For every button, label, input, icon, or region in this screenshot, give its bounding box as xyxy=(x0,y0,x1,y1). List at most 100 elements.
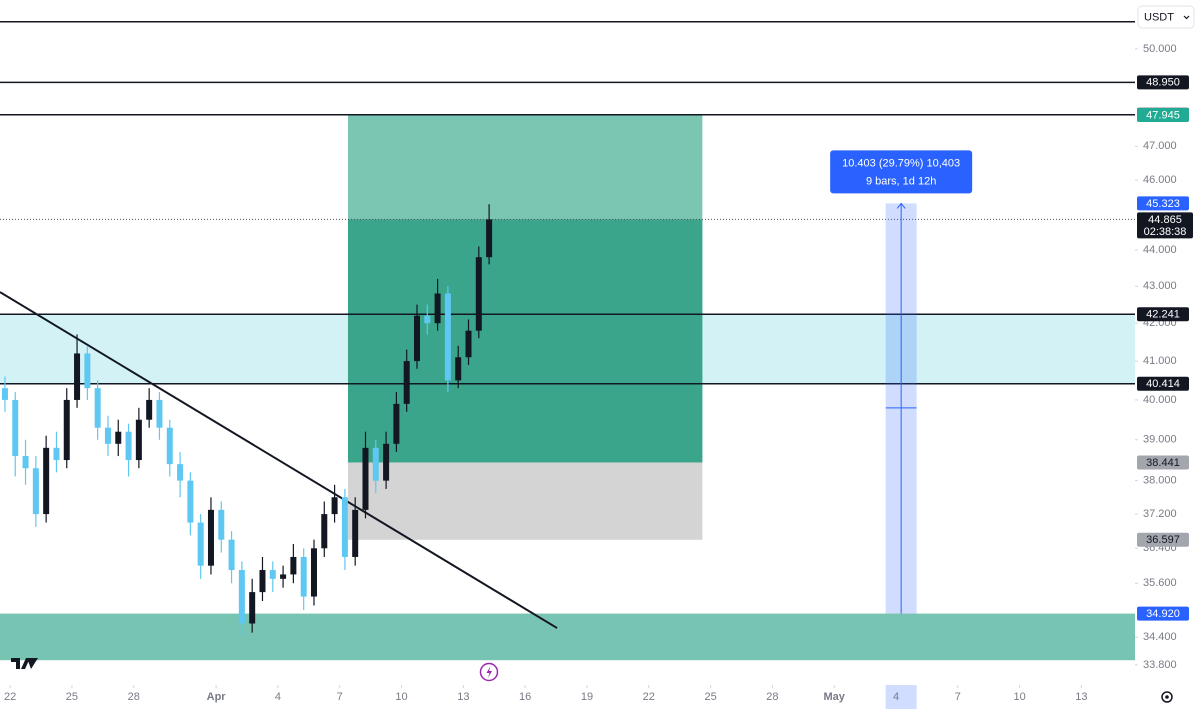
measure-top-tag xyxy=(1137,196,1189,211)
level-tag xyxy=(1137,376,1189,391)
candle-body xyxy=(166,427,173,465)
candle-body xyxy=(465,330,472,358)
settings-button[interactable] xyxy=(1161,691,1173,703)
plot-area: 10.403 (29.79%) 10,403 9 bars, 1d 12h xyxy=(0,21,1135,661)
y-tick-label: 35.600 xyxy=(1143,577,1177,589)
measure-top-tag-label: 45.323 xyxy=(1146,198,1180,210)
x-tick-label: 7 xyxy=(955,691,961,703)
candle-body xyxy=(321,514,328,549)
candle-body xyxy=(63,399,70,461)
arrow-head xyxy=(896,202,906,209)
y-tick-label: 38.000 xyxy=(1143,475,1177,487)
candle-body xyxy=(249,592,256,624)
measure-bubble xyxy=(830,150,973,194)
candle-body xyxy=(310,548,317,597)
x-tick-label: 10 xyxy=(1014,691,1026,703)
candle-body xyxy=(115,431,122,444)
candle-body xyxy=(32,468,39,515)
y-tick-label: 46.000 xyxy=(1143,174,1177,186)
entry-tag-label: 38.441 xyxy=(1146,457,1180,469)
lightning-button[interactable] xyxy=(479,662,499,682)
candle-body xyxy=(197,522,204,566)
y-tick-label: 47.000 xyxy=(1143,140,1177,152)
x-tick-label: 16 xyxy=(519,691,531,703)
level-tag-label: 48.950 xyxy=(1146,77,1180,89)
entry-tag xyxy=(1137,455,1189,470)
y-tick-label: 41.000 xyxy=(1143,355,1177,367)
candle-body xyxy=(424,315,431,324)
zone xyxy=(0,613,1135,661)
x-tick-label: 22 xyxy=(4,691,16,703)
candle-body xyxy=(444,293,451,381)
stop-tag-label: 36.597 xyxy=(1146,534,1180,546)
tv-logo xyxy=(11,658,38,669)
countdown-label: 02:38:38 xyxy=(1144,226,1187,238)
candle-body xyxy=(12,399,19,456)
measure-bottom-tag xyxy=(1137,606,1189,621)
candle-body xyxy=(393,403,400,444)
measure-bottom-tag-label: 34.920 xyxy=(1146,608,1180,620)
candle-body xyxy=(238,570,245,624)
candle-body xyxy=(187,480,194,523)
candle-body xyxy=(74,353,81,400)
x-tick-label: 28 xyxy=(128,691,140,703)
level-tag xyxy=(1137,307,1189,322)
candle-body xyxy=(331,497,338,515)
candle-body xyxy=(383,443,390,481)
position-stop xyxy=(347,462,703,540)
candle-body xyxy=(290,556,297,575)
candle-body xyxy=(475,257,482,331)
candle-body xyxy=(341,497,348,557)
gear[interactable] xyxy=(1161,691,1173,703)
candle-body xyxy=(84,353,91,389)
candle-body xyxy=(94,388,101,428)
candle-body xyxy=(259,570,266,593)
y-tick-label: 34.400 xyxy=(1143,631,1177,643)
y-tick-label: 39.000 xyxy=(1143,434,1177,446)
candle-body xyxy=(146,399,153,420)
current-tag xyxy=(1137,212,1193,239)
stop-tag xyxy=(1137,532,1189,547)
candle-body xyxy=(228,539,235,571)
gear-center xyxy=(1165,695,1169,699)
trendline xyxy=(0,291,558,629)
target-tag xyxy=(1137,107,1189,122)
x-tick-label: 4 xyxy=(893,691,899,703)
lightning-icon xyxy=(486,666,492,678)
y-tick-label: 33.800 xyxy=(1143,659,1177,671)
measure-text: 9 bars, 1d 12h xyxy=(866,175,936,187)
level-tag xyxy=(1137,75,1189,90)
y-tick-label: 37.200 xyxy=(1143,508,1177,520)
y-tick-label: 44.000 xyxy=(1143,244,1177,256)
candle-body xyxy=(434,293,441,324)
x-tick-label: 25 xyxy=(66,691,78,703)
current-tag-label: 44.865 xyxy=(1148,214,1182,226)
x-tick-label: Apr xyxy=(207,691,227,703)
candle-body xyxy=(362,447,369,510)
axes: 50.00047.00046.00044.00043.00042.00041.0… xyxy=(4,43,1193,709)
candle-body xyxy=(156,399,163,428)
currency-button[interactable] xyxy=(1137,5,1195,29)
x-tick-label: 10 xyxy=(395,691,407,703)
x-tick-label: 22 xyxy=(643,691,655,703)
target-tag-label: 47.945 xyxy=(1146,109,1180,121)
candle-body xyxy=(455,357,462,381)
candle-body xyxy=(403,361,410,404)
candle-body xyxy=(1,388,8,400)
currency-label[interactable]: USDT xyxy=(1144,11,1174,23)
candle-body xyxy=(125,431,132,461)
candle-body xyxy=(218,509,225,540)
candle-body xyxy=(300,556,307,597)
currency-select[interactable]: USDT xyxy=(1137,5,1195,29)
x-tick-label: 13 xyxy=(1075,691,1087,703)
lightning-circle[interactable] xyxy=(479,662,499,682)
y-tick-label: 43.000 xyxy=(1143,280,1177,292)
candle-body xyxy=(135,419,142,461)
x-tick-label: 13 xyxy=(457,691,469,703)
candle-body xyxy=(177,464,184,481)
logo-shape xyxy=(11,658,38,669)
candle-body xyxy=(269,570,276,579)
level-tag-label: 40.414 xyxy=(1146,378,1180,390)
